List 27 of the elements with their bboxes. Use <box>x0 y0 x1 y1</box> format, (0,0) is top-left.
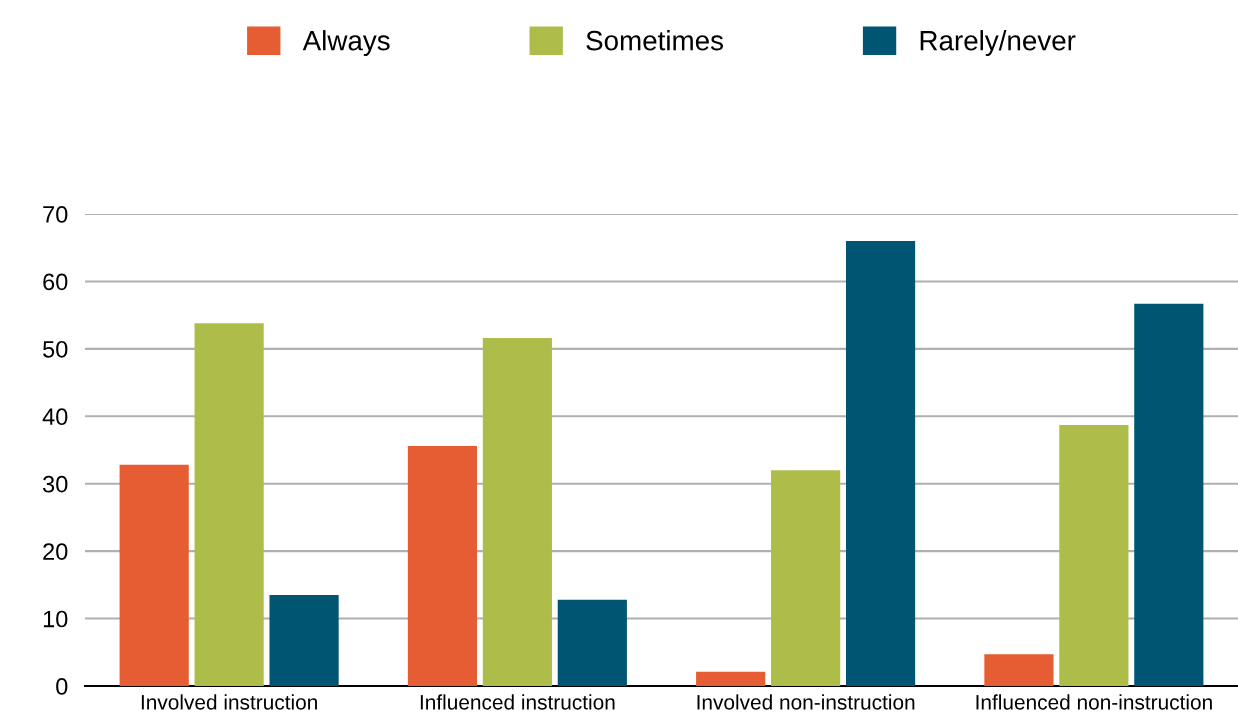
x-tick-label: Involved instruction <box>141 694 317 710</box>
bar <box>984 654 1054 686</box>
bar <box>557 599 627 686</box>
y-tick-label: 70 <box>43 206 68 223</box>
bar <box>1059 425 1129 686</box>
bar <box>1134 303 1204 686</box>
legend-label: Sometimes <box>586 30 724 51</box>
y-tick-label: 10 <box>43 610 68 628</box>
legend-label: Rarely/never <box>920 30 1076 56</box>
y-tick-label: 20 <box>43 543 68 560</box>
bar <box>119 464 189 686</box>
y-tick-label: 0 <box>56 678 68 695</box>
y-tick-label: 60 <box>43 273 68 291</box>
y-tick-label: 50 <box>43 340 68 358</box>
bar <box>845 240 916 686</box>
bar <box>269 594 339 686</box>
x-tick-label: Involved non-instruction <box>697 694 915 710</box>
x-tick-label: Influenced non-instruction <box>976 694 1212 710</box>
bar <box>771 470 841 686</box>
bar <box>482 338 552 686</box>
bar <box>407 445 478 686</box>
x-tick-label: Influenced instruction <box>420 694 615 710</box>
y-tick-label: 40 <box>42 408 68 426</box>
legend-label: Always <box>302 30 390 56</box>
bar <box>194 323 264 686</box>
y-tick-label: 30 <box>42 475 68 493</box>
bar <box>696 671 766 686</box>
